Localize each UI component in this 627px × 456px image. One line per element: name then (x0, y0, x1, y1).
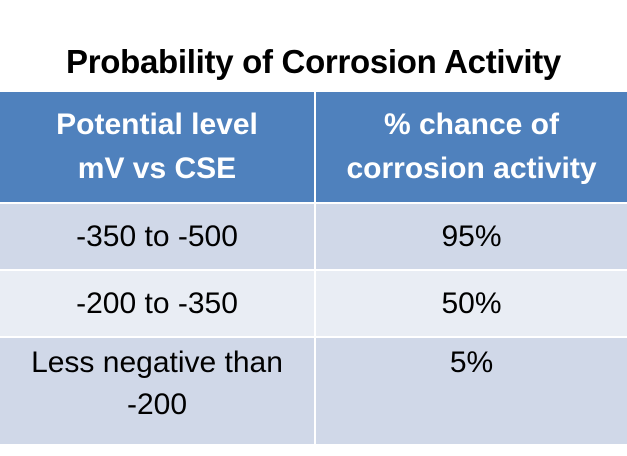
header-chance-line-1: % chance of (383, 108, 560, 141)
cell-potential-1: -350 to -500 (76, 219, 238, 253)
cell-chance-1: 95% (441, 219, 502, 253)
table-row-2-potential: -200 to -350 (0, 271, 314, 336)
cell-potential-3-line-2: -200 (126, 388, 188, 421)
corrosion-probability-table: Potential level mV vs CSE % chance of co… (0, 92, 627, 444)
header-potential-line-2: mV vs CSE (77, 152, 237, 185)
cell-chance-2: 50% (441, 286, 502, 320)
header-potential-line-1: Potential level (56, 108, 258, 141)
table-row-2-chance: 50% (316, 271, 627, 336)
header-potential-level: Potential level mV vs CSE (0, 92, 314, 202)
cell-potential-3-line-1: Less negative than (31, 346, 283, 379)
table-row-1-potential: -350 to -500 (0, 204, 314, 269)
page-title: Probability of Corrosion Activity (66, 43, 561, 80)
table-row-1-chance: 95% (316, 204, 627, 269)
table-row-3-potential: Less negative than -200 (0, 338, 314, 444)
table-row-3-chance: 5% (316, 338, 627, 444)
cell-potential-2: -200 to -350 (76, 286, 238, 320)
header-chance-of-corrosion: % chance of corrosion activity (316, 92, 627, 202)
cell-chance-3: 5% (449, 346, 494, 379)
header-chance-line-2: corrosion activity (346, 152, 597, 185)
